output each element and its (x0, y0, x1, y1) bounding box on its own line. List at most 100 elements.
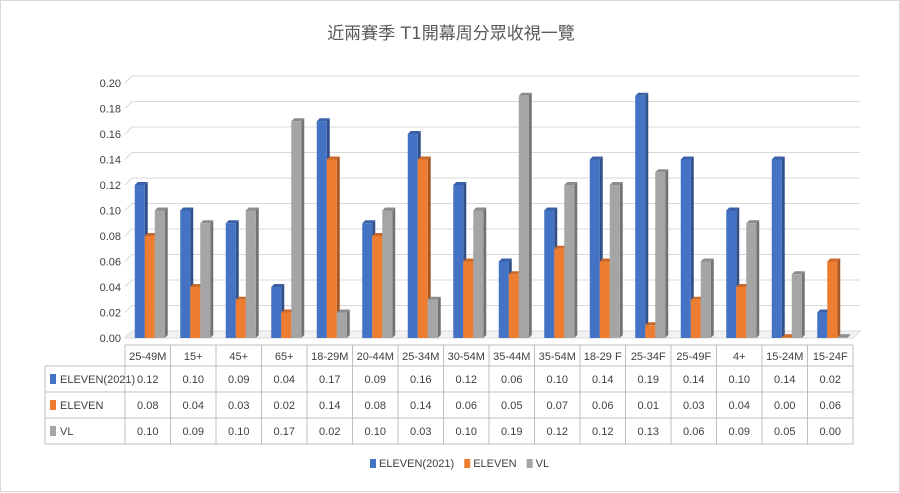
bar-front (473, 210, 484, 338)
table-cell: 0.07 (547, 400, 568, 412)
bar-front (134, 185, 145, 338)
table-cell: 0.14 (774, 374, 795, 386)
bar-front (144, 236, 155, 338)
category-label: 25-34F (631, 351, 666, 363)
table-cell: 0.14 (683, 374, 704, 386)
table-cell: 0.02 (820, 374, 841, 386)
bar-top (245, 207, 259, 211)
table-cell: 0.10 (365, 426, 386, 438)
bar-front (225, 223, 236, 338)
category-label: 30-54M (448, 351, 485, 363)
bar-side (619, 182, 623, 338)
bar-front (508, 274, 519, 338)
table-cell: 0.04 (729, 400, 750, 412)
bar-front (544, 210, 555, 338)
bar-top (417, 156, 431, 160)
bar-vl-2 (245, 207, 259, 338)
gridline (124, 152, 860, 160)
bar-eleven-6 (417, 156, 431, 338)
bar-side (690, 156, 694, 338)
bar-side (346, 309, 350, 338)
bar-vl-15 (837, 334, 851, 338)
bar-front (271, 287, 282, 338)
bar-vl-5 (382, 207, 396, 338)
category-label: 35-54M (539, 351, 576, 363)
bar-front (690, 299, 701, 338)
bar-top (690, 296, 704, 300)
bar-front (746, 223, 757, 338)
bar-vl-10 (609, 182, 623, 338)
table-cell: 0.03 (683, 400, 704, 412)
bar-top (180, 207, 194, 211)
bar-side (301, 118, 305, 338)
bar-top (291, 118, 305, 122)
bar-front (372, 236, 383, 338)
bar-vl-7 (473, 207, 487, 338)
bar-front (599, 261, 610, 338)
bar-top (473, 207, 487, 211)
bar-vl-14 (791, 271, 805, 338)
bar-front (635, 95, 646, 338)
table-cell: 0.09 (183, 426, 204, 438)
bar-front (700, 261, 711, 338)
table-cell: 0.01 (638, 400, 659, 412)
table-cell: 0.16 (410, 374, 431, 386)
bar-vl-0 (154, 207, 168, 338)
y-tick-label: 0.16 (100, 129, 121, 141)
bar-front (235, 299, 246, 338)
y-tick-label: 0.10 (100, 206, 121, 218)
bar-front (336, 312, 347, 338)
category-label: 25-49F (676, 351, 711, 363)
bar-side (847, 334, 851, 338)
bar-top (271, 284, 285, 287)
bar-front (518, 95, 529, 338)
bar-top (837, 334, 851, 338)
category-label: 25-34M (402, 351, 439, 363)
bar-vl-4 (336, 309, 350, 338)
category-label: 18-29 F (584, 351, 622, 363)
y-tick-label: 0.06 (100, 257, 121, 269)
bar-side (645, 92, 649, 338)
table-cell: 0.14 (410, 400, 431, 412)
category-label: 15-24M (766, 351, 803, 363)
bar-side (781, 156, 785, 338)
bar-front (817, 312, 828, 338)
table-cell: 0.17 (274, 426, 295, 438)
bar-top (609, 182, 623, 185)
table-cell: 0.09 (365, 374, 386, 386)
legend-swatch (370, 459, 376, 468)
bar-side (665, 169, 669, 338)
table-cell: 0.13 (638, 426, 659, 438)
bar-top (791, 271, 805, 275)
table-cell: 0.08 (365, 400, 386, 412)
legend-label: VL (536, 458, 549, 470)
bar-front (837, 337, 848, 338)
table-row-label: VL (60, 426, 73, 438)
legend-swatch (526, 459, 533, 468)
table-cell: 0.04 (274, 374, 295, 386)
bar-vl-8 (518, 92, 532, 338)
bar-top (700, 258, 714, 262)
legend-label: ELEVEN(2021) (379, 458, 454, 470)
bar-front (736, 287, 747, 338)
table-cell: 0.02 (319, 426, 340, 438)
bar-eleven-2021--14 (771, 156, 785, 338)
bar-eleven-4 (326, 156, 340, 338)
bar-top (746, 220, 760, 224)
category-label: 15+ (184, 351, 203, 363)
data-table: 25-49M 15+ 45+ 65+ 18-29M 20-44M 25-34M 30-54M 3… (44, 344, 854, 445)
table-cell: 0.10 (729, 374, 750, 386)
bar-front (407, 134, 418, 338)
category-label: 15-24F (813, 351, 848, 363)
table-cell: 0.03 (228, 400, 249, 412)
bar-top (726, 207, 740, 211)
bar-front (291, 121, 302, 338)
bar-front (827, 261, 838, 338)
bar-front (180, 210, 191, 338)
bar-top (326, 156, 340, 160)
bar-eleven-2021--11 (635, 92, 649, 338)
bar-top (498, 258, 512, 262)
chart-title: 近兩賽季 T1開幕周分眾收視一覽 (327, 23, 575, 44)
table-cell: 0.14 (319, 400, 340, 412)
